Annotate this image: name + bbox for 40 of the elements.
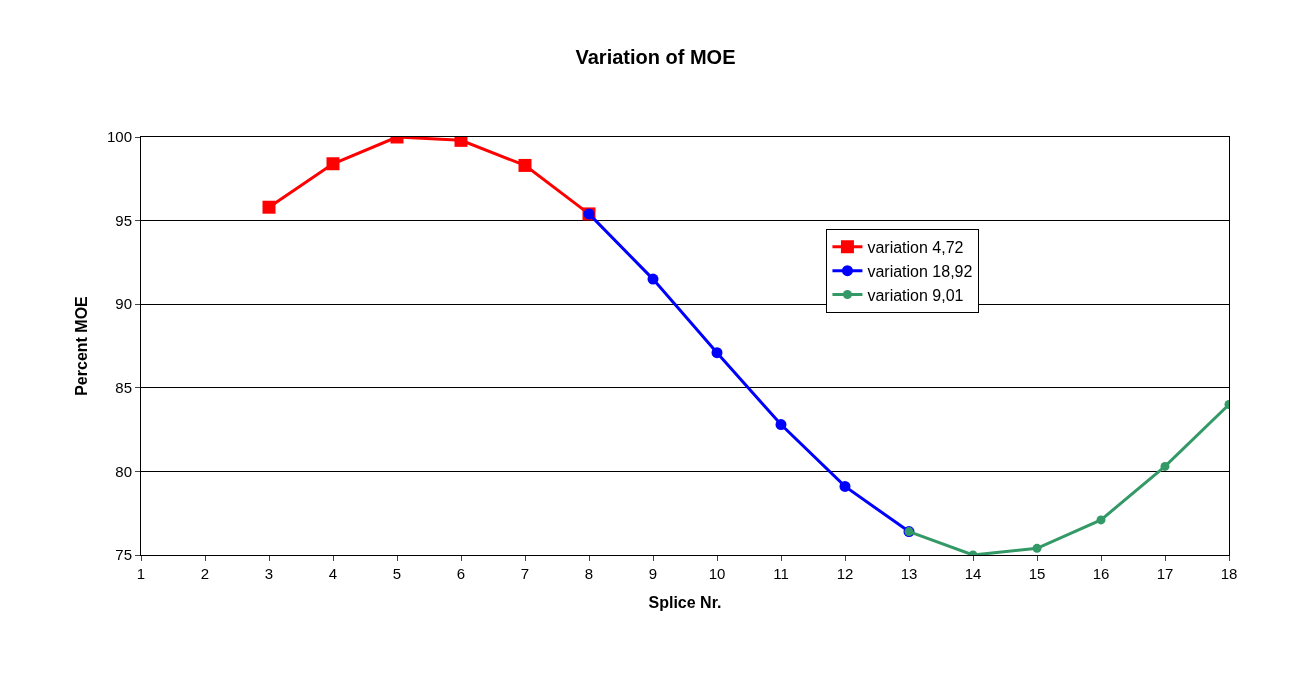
- y-tick-label: 80: [115, 462, 132, 480]
- x-tick-label: 3: [264, 565, 274, 582]
- x-tick-label: 15: [1028, 565, 1046, 582]
- y-tick-label: 95: [115, 211, 132, 229]
- y-tick-label: 90: [115, 295, 132, 313]
- point: [1096, 515, 1106, 525]
- x-tick-label: 9: [648, 565, 658, 582]
- x-tick-label: 17: [1156, 565, 1174, 582]
- x-tick-label: 14: [964, 565, 982, 582]
- point: [839, 480, 851, 492]
- point: [711, 347, 723, 359]
- legend-label: variation 18,92: [867, 262, 973, 280]
- x-tick-label: 16: [1092, 565, 1110, 582]
- x-tick-label: 11: [773, 565, 789, 582]
- point: [1160, 461, 1170, 471]
- legend-label: variation 4,72: [867, 239, 964, 257]
- x-tick-label: 13: [900, 565, 918, 582]
- y-tick-label: 85: [115, 379, 132, 397]
- x-tick-label: 12: [836, 565, 854, 582]
- x-tick-label: 18: [1220, 565, 1238, 582]
- x-tick-label: 1: [136, 565, 146, 582]
- x-tick-label: 8: [584, 565, 594, 582]
- x-tick-label: 2: [200, 565, 210, 582]
- point: [775, 419, 787, 431]
- point: [647, 273, 659, 285]
- x-tick-label: 4: [328, 565, 338, 582]
- legend-label: variation 9,01: [867, 286, 964, 304]
- x-tick-label: 6: [456, 565, 466, 582]
- chart-title: Variation of MOE: [575, 45, 736, 68]
- y-tick-label: 75: [115, 546, 132, 564]
- x-axis-title: Splice Nr.: [648, 593, 722, 611]
- point: [518, 158, 532, 172]
- x-tick-label: 5: [392, 565, 402, 582]
- point: [1032, 543, 1042, 553]
- point: [262, 200, 276, 214]
- x-tick-label: 10: [708, 565, 726, 582]
- y-tick-label: 100: [106, 128, 132, 146]
- y-axis-title: Percent MOE: [72, 295, 90, 396]
- point: [326, 157, 340, 171]
- x-tick-label: 7: [520, 565, 530, 582]
